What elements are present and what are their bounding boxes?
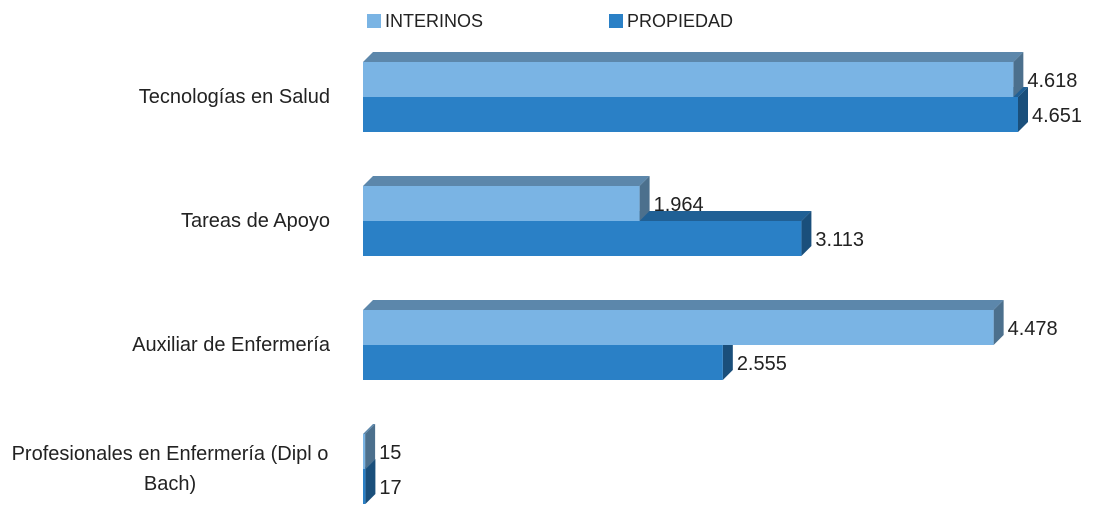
category-text: Profesionales en Enfermería (Dipl o Bach…: [11, 443, 329, 495]
data-label: 17: [379, 477, 401, 499]
bar-top: [363, 176, 650, 186]
bar-top: [363, 424, 376, 434]
category-label: Tecnologías en Salud: [139, 82, 330, 112]
bar-top: [363, 52, 1024, 62]
data-label: 15: [379, 442, 401, 464]
bar: [363, 221, 802, 256]
category-label: Auxiliar de Enfermería: [132, 330, 330, 360]
bar: [363, 62, 1014, 97]
category-text: Tecnologías en Salud: [138, 86, 330, 108]
bar: [363, 469, 366, 504]
category-label: Tareas de Apoyo: [181, 206, 330, 236]
bar-side: [1013, 52, 1024, 97]
bar: [363, 434, 366, 469]
bar-top: [363, 300, 1004, 310]
data-label: 1.964: [654, 194, 704, 216]
bar: [363, 186, 640, 221]
data-label: 2.555: [737, 353, 787, 375]
category-text: Auxiliar de Enfermería: [132, 334, 330, 356]
bar-side: [365, 459, 376, 504]
bar: [363, 310, 994, 345]
bar-side: [1018, 87, 1028, 132]
category-text: Tareas de Apoyo: [181, 210, 330, 232]
data-label: 3.113: [815, 229, 864, 251]
data-label: 4.478: [1008, 318, 1058, 340]
category-label: Profesionales en Enfermería (Dipl o Bach…: [10, 439, 330, 499]
bar-side: [365, 424, 376, 469]
legend-swatch: [367, 14, 381, 28]
bar: [363, 97, 1018, 132]
bar-side: [993, 300, 1004, 345]
bar: [363, 345, 723, 380]
legend-swatch: [609, 14, 623, 28]
legend-label: PROPIEDAD: [627, 11, 733, 31]
bar-side: [722, 335, 733, 380]
data-label: 4.651: [1032, 105, 1082, 127]
bar-side: [801, 211, 812, 256]
data-label: 4.618: [1027, 70, 1077, 92]
legend-label: INTERINOS: [385, 11, 483, 31]
bar-side: [639, 176, 650, 221]
